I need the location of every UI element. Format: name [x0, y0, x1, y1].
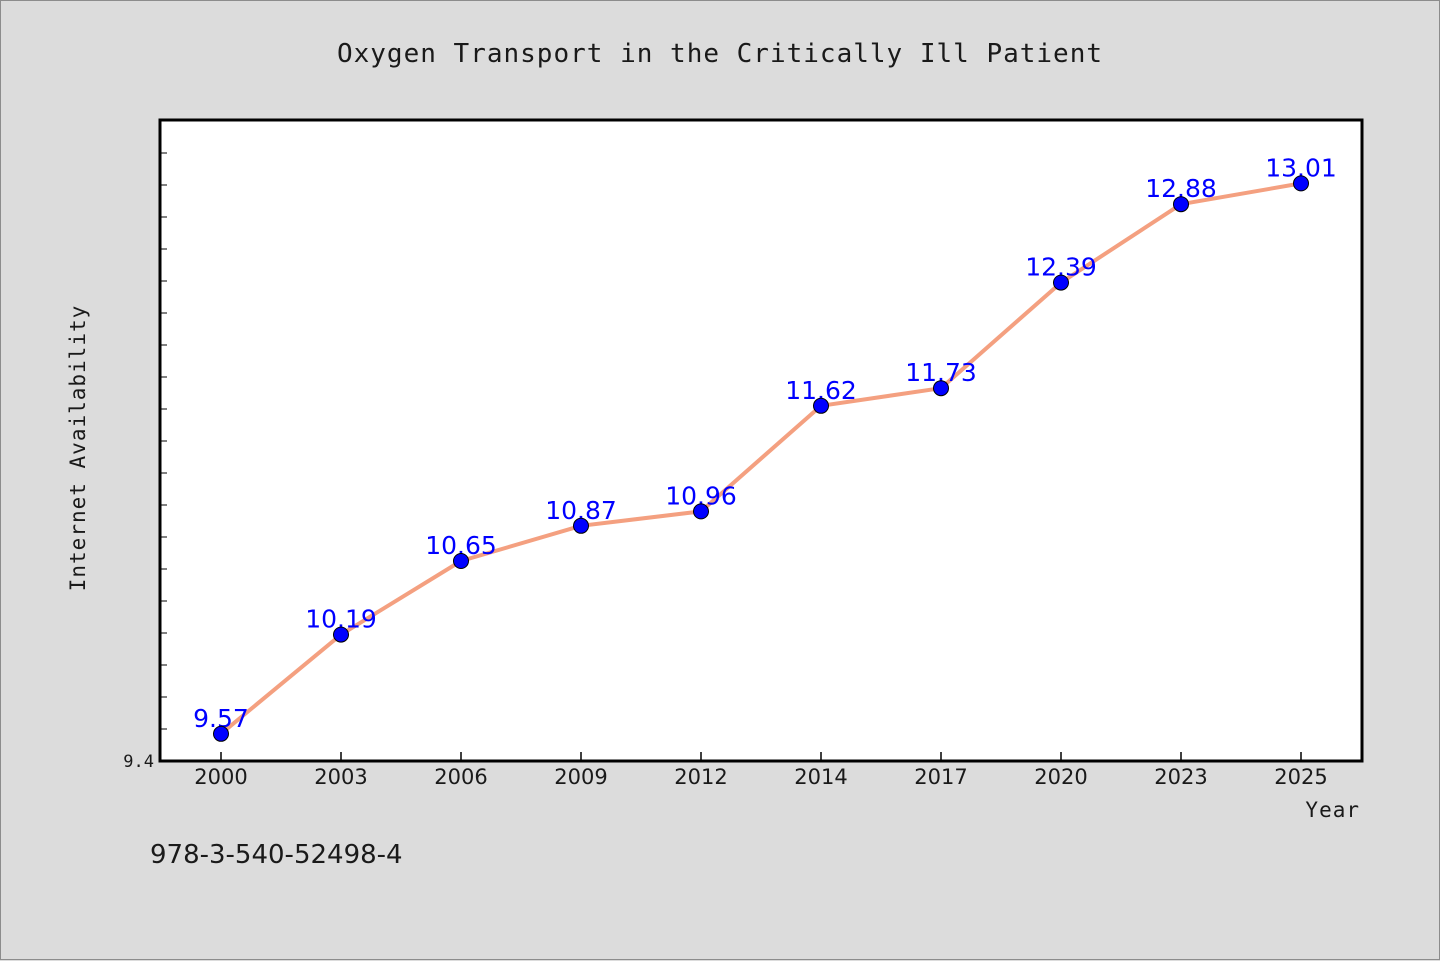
- x-axis-label: Year: [1305, 798, 1360, 822]
- x-tick-label: 2012: [674, 765, 727, 789]
- y-axis-minor-ticks: [161, 120, 167, 762]
- x-tick-label: 2000: [194, 765, 247, 789]
- chart-title: Oxygen Transport in the Critically Ill P…: [337, 39, 1103, 69]
- x-tick-label: 2006: [434, 765, 487, 789]
- data-point: [1293, 175, 1309, 192]
- data-point: [213, 725, 229, 742]
- y-tick-label: 9.4: [123, 752, 154, 772]
- x-tick-label: 2017: [914, 765, 967, 789]
- y-axis-label: Internet Availability: [66, 305, 90, 592]
- series-line: [219, 181, 1303, 736]
- x-tick-label: 2003: [314, 765, 367, 789]
- x-tick-label: 2020: [1034, 765, 1087, 789]
- x-tick-label: 2014: [794, 765, 847, 789]
- plot-area: [158, 118, 1364, 763]
- data-point: [453, 553, 469, 569]
- data-point: [333, 626, 349, 643]
- data-point: [693, 503, 709, 520]
- data-point: [1053, 274, 1069, 291]
- data-markers: [213, 175, 1309, 742]
- x-axis-ticks: [220, 752, 1302, 761]
- x-tick-label: 2009: [554, 765, 607, 789]
- x-tick-label: 2025: [1274, 765, 1327, 789]
- x-tick-label: 2023: [1154, 765, 1207, 789]
- data-point: [573, 517, 589, 534]
- data-point: [813, 397, 829, 414]
- caption-text: 978-3-540-52498-4: [150, 840, 403, 870]
- data-point: [933, 380, 949, 397]
- data-point: [1173, 196, 1189, 213]
- x-tick-labels: 2000 2003 2006 2009 2012 2014 2017 2020 2023 2025: [194, 765, 1327, 789]
